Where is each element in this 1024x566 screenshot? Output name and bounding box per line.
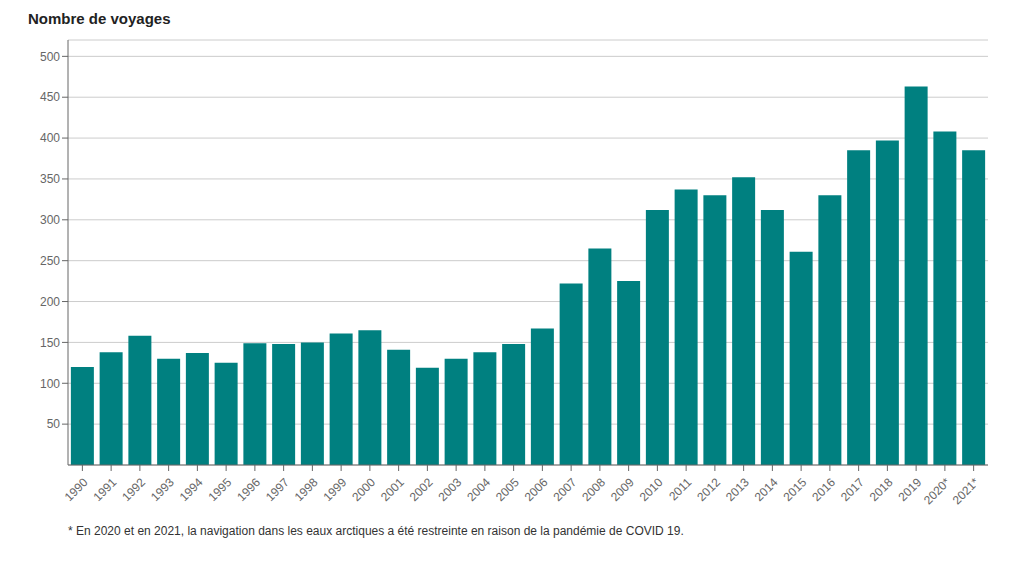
svg-text:2003: 2003 — [435, 475, 464, 504]
svg-text:1996: 1996 — [234, 475, 263, 504]
svg-text:300: 300 — [40, 213, 60, 227]
svg-text:2015: 2015 — [780, 475, 809, 504]
svg-text:1990: 1990 — [62, 475, 91, 504]
svg-text:2009: 2009 — [608, 475, 637, 504]
svg-text:2013: 2013 — [723, 475, 752, 504]
svg-text:200: 200 — [40, 295, 60, 309]
svg-text:1998: 1998 — [292, 475, 321, 504]
svg-text:1993: 1993 — [148, 475, 177, 504]
svg-text:150: 150 — [40, 336, 60, 350]
svg-text:2002: 2002 — [407, 475, 436, 504]
html-text:* En 2020 et en 2021, la navig: * En 2020 et en 2021, la navigation dans… — [68, 524, 684, 538]
svg-text:2001: 2001 — [378, 475, 407, 504]
svg-text:2010: 2010 — [637, 475, 666, 504]
svg-text:2005: 2005 — [493, 475, 522, 504]
svg-text:2007: 2007 — [550, 475, 579, 504]
svg-text:2019: 2019 — [895, 475, 924, 504]
svg-text:2000: 2000 — [349, 475, 378, 504]
svg-text:2018: 2018 — [867, 475, 896, 504]
svg-text:2006: 2006 — [522, 475, 551, 504]
svg-text:350: 350 — [40, 172, 60, 186]
svg-text:50: 50 — [47, 417, 61, 431]
svg-text:450: 450 — [40, 90, 60, 104]
svg-text:250: 250 — [40, 254, 60, 268]
svg-text:2008: 2008 — [579, 475, 608, 504]
svg-text:2004: 2004 — [464, 475, 493, 504]
svg-text:2020*: 2020* — [921, 475, 953, 507]
svg-text:2016: 2016 — [809, 475, 838, 504]
svg-text:1994: 1994 — [177, 475, 206, 504]
svg-text:500: 500 — [40, 50, 60, 64]
svg-text:1995: 1995 — [205, 475, 234, 504]
svg-text:1999: 1999 — [320, 475, 349, 504]
svg-text:1992: 1992 — [119, 475, 148, 504]
svg-text:2012: 2012 — [694, 475, 723, 504]
svg-text:400: 400 — [40, 131, 60, 145]
svg-text:100: 100 — [40, 377, 60, 391]
svg-text:2014: 2014 — [752, 475, 781, 504]
svg-text:2011: 2011 — [666, 475, 694, 503]
html-text:Nombre de voyages: Nombre de voyages — [28, 10, 171, 27]
svg-text:1997: 1997 — [263, 475, 292, 504]
svg-text:2017: 2017 — [838, 475, 867, 504]
svg-text:1991: 1991 — [90, 475, 119, 504]
svg-text:2021*: 2021* — [950, 475, 982, 507]
